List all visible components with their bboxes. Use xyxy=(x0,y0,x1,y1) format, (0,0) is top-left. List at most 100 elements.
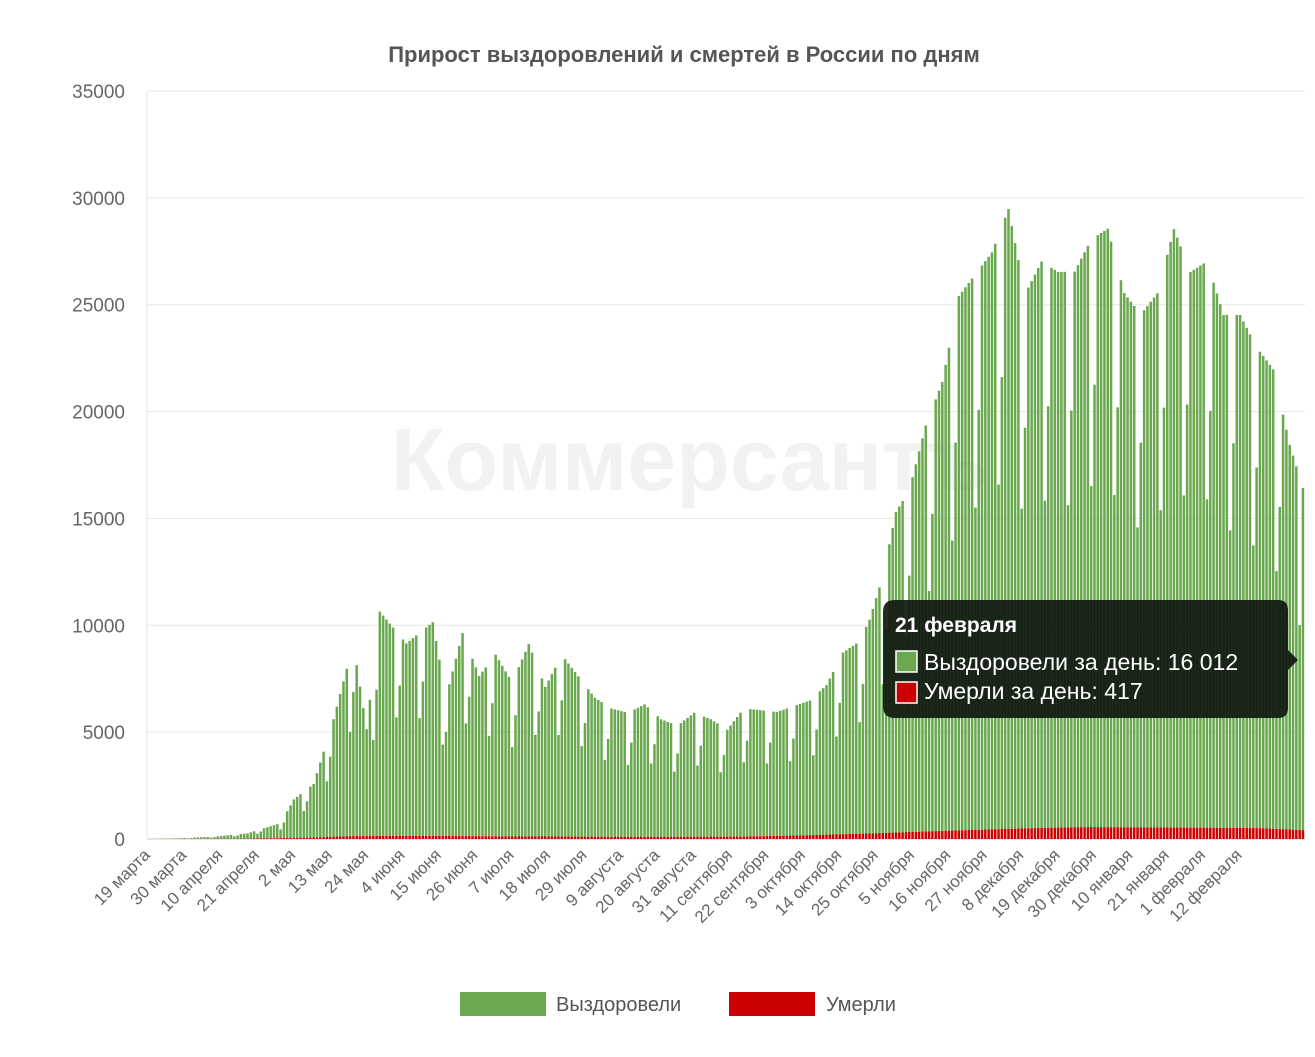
bar-deaths[interactable] xyxy=(454,836,458,839)
bar-recovered[interactable] xyxy=(328,756,332,837)
bar-deaths[interactable] xyxy=(686,836,689,839)
bar-deaths[interactable] xyxy=(616,836,620,839)
bar-deaths[interactable] xyxy=(775,835,779,839)
bar-recovered[interactable] xyxy=(434,640,438,836)
bar-deaths[interactable] xyxy=(1053,827,1057,839)
bar-deaths[interactable] xyxy=(1169,827,1172,839)
bar-deaths[interactable] xyxy=(282,838,286,839)
bar-deaths[interactable] xyxy=(1129,827,1133,839)
bar-recovered[interactable] xyxy=(984,261,987,830)
bar-deaths[interactable] xyxy=(623,836,626,839)
bar-deaths[interactable] xyxy=(782,835,785,839)
bar-deaths[interactable] xyxy=(309,837,312,839)
bar-deaths[interactable] xyxy=(960,830,964,839)
bar-recovered[interactable] xyxy=(385,619,388,836)
bar-recovered[interactable] xyxy=(226,835,229,839)
bar-deaths[interactable] xyxy=(742,836,746,839)
bar-recovered[interactable] xyxy=(540,678,544,837)
bar-deaths[interactable] xyxy=(414,835,418,839)
bar-recovered[interactable] xyxy=(1040,261,1043,828)
bar-recovered[interactable] xyxy=(378,611,382,837)
bar-recovered[interactable] xyxy=(1037,268,1040,828)
bar-deaths[interactable] xyxy=(1037,827,1040,839)
bar-deaths[interactable] xyxy=(778,835,782,839)
bar-deaths[interactable] xyxy=(1003,828,1007,839)
bar-deaths[interactable] xyxy=(1195,827,1199,839)
bar-deaths[interactable] xyxy=(676,836,679,839)
bar-deaths[interactable] xyxy=(494,836,497,839)
bar-deaths[interactable] xyxy=(461,836,464,839)
bar-recovered[interactable] xyxy=(1166,254,1169,828)
bar-recovered[interactable] xyxy=(603,759,607,837)
bar-deaths[interactable] xyxy=(941,830,944,839)
bar-recovered[interactable] xyxy=(967,282,971,831)
bar-deaths[interactable] xyxy=(666,836,669,839)
bar-recovered[interactable] xyxy=(858,722,861,834)
bar-recovered[interactable] xyxy=(196,837,200,839)
bar-deaths[interactable] xyxy=(901,832,904,839)
bar-recovered[interactable] xyxy=(408,640,411,836)
bar-deaths[interactable] xyxy=(1136,827,1139,839)
bar-recovered[interactable] xyxy=(702,716,706,837)
bar-recovered[interactable] xyxy=(957,296,961,831)
bar-deaths[interactable] xyxy=(732,836,736,839)
bar-deaths[interactable] xyxy=(319,837,322,839)
bar-deaths[interactable] xyxy=(338,836,342,839)
bar-recovered[interactable] xyxy=(1271,369,1275,829)
bar-deaths[interactable] xyxy=(1060,827,1063,839)
bar-recovered[interactable] xyxy=(1169,241,1172,828)
bar-deaths[interactable] xyxy=(984,829,987,839)
bar-recovered[interactable] xyxy=(560,700,564,837)
bar-recovered[interactable] xyxy=(653,744,656,837)
bar-recovered[interactable] xyxy=(451,671,454,837)
bar-deaths[interactable] xyxy=(1218,827,1222,839)
bar-deaths[interactable] xyxy=(739,836,742,839)
bar-deaths[interactable] xyxy=(1205,827,1209,839)
bar-recovered[interactable] xyxy=(186,838,190,839)
bar-recovered[interactable] xyxy=(461,633,464,837)
bar-deaths[interactable] xyxy=(292,837,296,839)
bar-recovered[interactable] xyxy=(1295,466,1298,830)
bar-recovered[interactable] xyxy=(1083,252,1086,828)
bar-deaths[interactable] xyxy=(861,833,865,839)
bar-deaths[interactable] xyxy=(997,829,1000,839)
bar-deaths[interactable] xyxy=(514,836,517,839)
bar-deaths[interactable] xyxy=(673,836,676,839)
bar-deaths[interactable] xyxy=(1023,828,1027,839)
bar-recovered[interactable] xyxy=(1119,280,1123,828)
bar-recovered[interactable] xyxy=(193,837,196,839)
bar-deaths[interactable] xyxy=(577,836,580,839)
bar-deaths[interactable] xyxy=(1080,827,1083,839)
bar-deaths[interactable] xyxy=(706,836,709,839)
bar-recovered[interactable] xyxy=(524,651,527,837)
bar-deaths[interactable] xyxy=(1066,827,1070,839)
bar-deaths[interactable] xyxy=(467,836,471,839)
bar-recovered[interactable] xyxy=(567,663,570,837)
bar-recovered[interactable] xyxy=(759,710,762,837)
bar-recovered[interactable] xyxy=(1073,271,1076,828)
bar-recovered[interactable] xyxy=(1245,327,1248,829)
bar-deaths[interactable] xyxy=(587,836,590,839)
bar-deaths[interactable] xyxy=(911,831,914,839)
bar-deaths[interactable] xyxy=(947,830,951,839)
bar-recovered[interactable] xyxy=(547,680,550,837)
bar-recovered[interactable] xyxy=(1076,265,1080,828)
bar-deaths[interactable] xyxy=(974,829,977,839)
bar-recovered[interactable] xyxy=(722,754,726,837)
bar-deaths[interactable] xyxy=(874,833,878,839)
bar-deaths[interactable] xyxy=(368,836,372,839)
bar-recovered[interactable] xyxy=(557,734,560,837)
bar-recovered[interactable] xyxy=(864,626,868,834)
bar-deaths[interactable] xyxy=(752,836,755,839)
bar-recovered[interactable] xyxy=(792,738,795,836)
bar-deaths[interactable] xyxy=(656,836,660,839)
bar-recovered[interactable] xyxy=(1288,444,1291,830)
bar-deaths[interactable] xyxy=(434,835,438,839)
bar-recovered[interactable] xyxy=(1212,282,1215,828)
bar-deaths[interactable] xyxy=(365,836,368,839)
bar-deaths[interactable] xyxy=(570,836,574,839)
bar-recovered[interactable] xyxy=(795,705,798,836)
bar-deaths[interactable] xyxy=(1278,829,1282,839)
bar-recovered[interactable] xyxy=(676,753,679,837)
bar-deaths[interactable] xyxy=(610,836,613,839)
